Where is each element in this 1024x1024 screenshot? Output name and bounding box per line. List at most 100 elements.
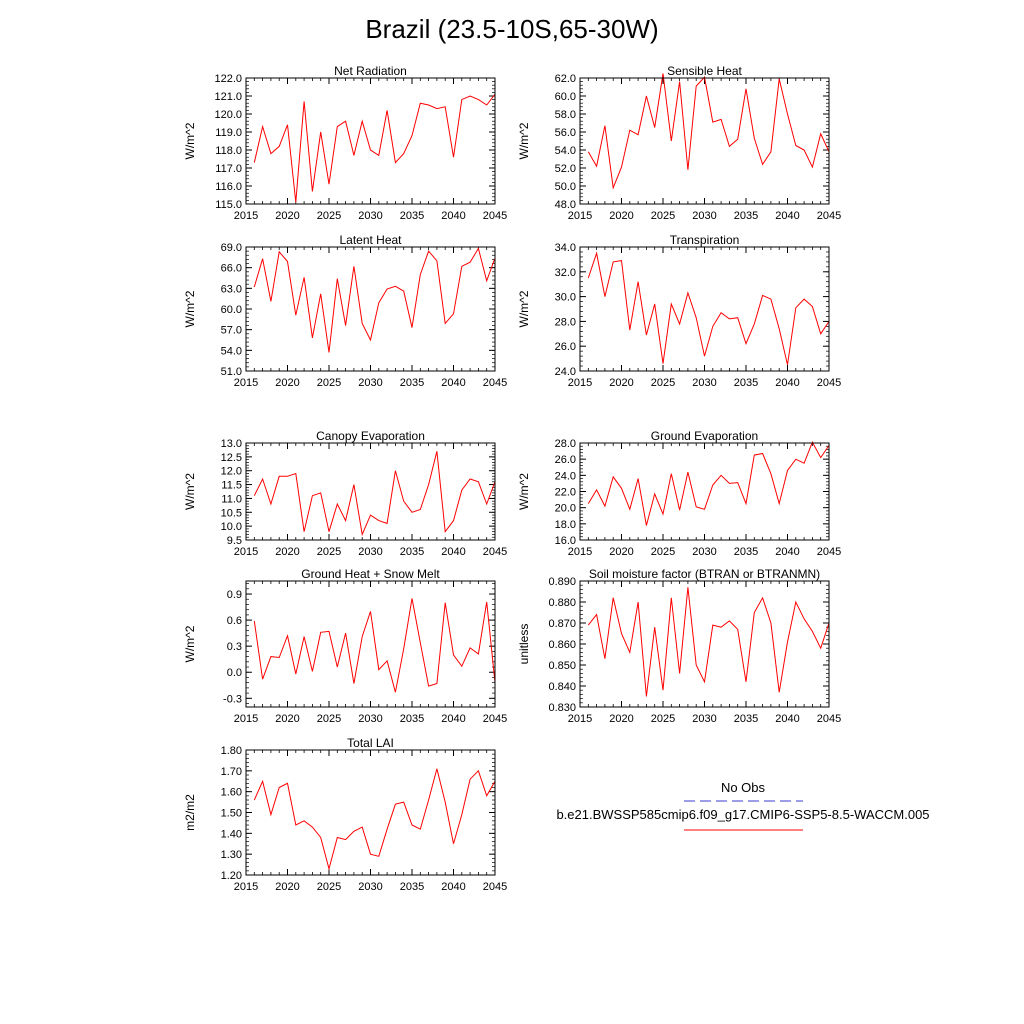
canopy-evaporation-x-tick-label: 2020 <box>275 546 299 558</box>
canopy-evaporation-plot-frame <box>245 442 496 541</box>
sensible-heat-y-tick-label: 60.0 <box>555 91 576 103</box>
latent-heat-y-tick-label: 57.0 <box>221 325 242 337</box>
transpiration-x-tick-label: 2045 <box>817 377 841 389</box>
canopy-evaporation-x-tick-label: 2025 <box>317 546 341 558</box>
sensible-heat-y-tick-label: 62.0 <box>555 73 576 85</box>
total-lai-y-tick-label: 1.80 <box>221 745 242 757</box>
ground-heat-snow-melt-x-tick-label: 2025 <box>317 713 341 725</box>
sensible-heat-x-tick-label: 2045 <box>817 210 841 222</box>
ground-heat-snow-melt-x-tick-label: 2045 <box>483 713 507 725</box>
net-radiation-panel-title: Net Radiation <box>334 64 407 78</box>
sensible-heat-y-tick-label: 50.0 <box>555 181 576 193</box>
canopy-evaporation-y-tick-label: 10.5 <box>221 507 242 519</box>
transpiration-x-tick-label: 2025 <box>651 377 675 389</box>
total-lai-panel-title: Total LAI <box>347 736 394 750</box>
total-lai-x-tick-label: 2020 <box>275 881 299 893</box>
figure-title: Brazil (23.5-10S,65-30W) <box>365 14 659 44</box>
soil-moisture-factor-btran-or-btranmn-panel-title: Soil moisture factor (BTRAN or BTRANMN) <box>589 567 820 581</box>
transpiration-y-tick-label: 28.0 <box>555 316 576 328</box>
transpiration-plot-frame <box>579 246 830 372</box>
net-radiation-y-tick-label: 122.0 <box>214 73 242 85</box>
net-radiation-y-axis-label: W/m^2 <box>183 122 197 159</box>
sensible-heat-x-tick-label: 2040 <box>775 210 799 222</box>
sensible-heat-x-tick-label: 2015 <box>568 210 592 222</box>
total-lai-y-tick-label: 1.40 <box>221 828 242 840</box>
soil-moisture-factor-btran-or-btranmn-y-tick-label: 0.890 <box>548 576 576 588</box>
transpiration-x-tick-label: 2040 <box>775 377 799 389</box>
canopy-evaporation-y-tick-label: 12.0 <box>221 466 242 478</box>
canopy-evaporation-y-tick-label: 13.0 <box>221 438 242 450</box>
soil-moisture-factor-btran-or-btranmn-y-tick-label: 0.830 <box>548 702 576 714</box>
transpiration-x-tick-label: 2015 <box>568 377 592 389</box>
total-lai-y-axis-label: m2/m2 <box>183 794 197 831</box>
net-radiation-series-line <box>253 93 496 203</box>
net-radiation-y-tick-label: 117.0 <box>215 163 242 175</box>
soil-moisture-factor-btran-or-btranmn-x-tick-label: 2035 <box>734 713 758 725</box>
sensible-heat-y-tick-label: 58.0 <box>555 109 576 121</box>
net-radiation-y-tick-label: 121.0 <box>214 91 242 103</box>
latent-heat-y-tick-label: 69.0 <box>221 242 242 254</box>
latent-heat-y-tick-label: 66.0 <box>221 263 242 275</box>
latent-heat-y-tick-label: 63.0 <box>221 283 242 295</box>
ground-evaporation-x-tick-label: 2020 <box>609 546 633 558</box>
ground-heat-snow-melt-y-axis-label: W/m^2 <box>183 625 197 662</box>
latent-heat-x-tick-label: 2030 <box>358 377 382 389</box>
ground-heat-snow-melt-x-tick-label: 2020 <box>275 713 299 725</box>
canopy-evaporation-x-tick-label: 2030 <box>358 546 382 558</box>
total-lai-series-line <box>253 768 496 871</box>
sensible-heat-plot-frame <box>579 77 830 205</box>
net-radiation-x-tick-label: 2035 <box>400 210 424 222</box>
canopy-evaporation-y-tick-label: 11.5 <box>221 480 242 492</box>
latent-heat-x-tick-label: 2025 <box>317 377 341 389</box>
soil-moisture-factor-btran-or-btranmn-plot-frame <box>579 580 830 708</box>
sensible-heat-y-tick-label: 48.0 <box>555 199 576 211</box>
net-radiation-y-tick-label: 116.0 <box>215 181 242 193</box>
net-radiation-x-tick-label: 2030 <box>358 210 382 222</box>
total-lai-x-tick-label: 2030 <box>358 881 382 893</box>
soil-moisture-factor-btran-or-btranmn-y-tick-label: 0.870 <box>548 618 576 630</box>
canopy-evaporation-x-tick-label: 2015 <box>234 546 258 558</box>
soil-moisture-factor-btran-or-btranmn-x-tick-label: 2040 <box>775 713 799 725</box>
net-radiation-x-tick-label: 2015 <box>234 210 258 222</box>
ground-heat-snow-melt-x-tick-label: 2035 <box>400 713 424 725</box>
ground-evaporation-y-tick-label: 18.0 <box>555 519 576 531</box>
canopy-evaporation-y-axis-label: W/m^2 <box>183 473 197 510</box>
canopy-evaporation-panel-title: Canopy Evaporation <box>316 429 425 443</box>
ground-evaporation-x-tick-label: 2030 <box>692 546 716 558</box>
canopy-evaporation-y-tick-label: 12.5 <box>221 452 242 464</box>
ground-evaporation-y-tick-label: 20.0 <box>555 503 576 515</box>
transpiration-y-tick-label: 26.0 <box>555 341 576 353</box>
ground-evaporation-y-tick-label: 28.0 <box>555 438 576 450</box>
transpiration-y-axis-label: W/m^2 <box>517 290 531 327</box>
transpiration-x-tick-label: 2020 <box>609 377 633 389</box>
ground-evaporation-y-tick-label: 24.0 <box>555 470 576 482</box>
net-radiation-x-tick-label: 2020 <box>275 210 299 222</box>
ground-evaporation-x-tick-label: 2040 <box>775 546 799 558</box>
ground-heat-snow-melt-y-tick-label: 0.9 <box>227 589 242 601</box>
latent-heat-x-tick-label: 2015 <box>234 377 258 389</box>
soil-moisture-factor-btran-or-btranmn-series-line <box>587 587 830 697</box>
soil-moisture-factor-btran-or-btranmn-y-tick-label: 0.850 <box>548 660 576 672</box>
sensible-heat-y-tick-label: 54.0 <box>555 145 576 157</box>
ground-heat-snow-melt-y-tick-label: 0.0 <box>227 667 242 679</box>
ground-evaporation-x-tick-label: 2015 <box>568 546 592 558</box>
total-lai-x-tick-label: 2025 <box>317 881 341 893</box>
net-radiation-x-tick-label: 2040 <box>441 210 465 222</box>
canopy-evaporation-x-tick-label: 2035 <box>400 546 424 558</box>
transpiration-y-tick-label: 24.0 <box>555 366 576 378</box>
latent-heat-y-axis-label: W/m^2 <box>183 290 197 327</box>
total-lai-y-tick-label: 1.20 <box>221 870 242 882</box>
net-radiation-y-tick-label: 115.0 <box>215 199 242 211</box>
canopy-evaporation-x-tick-label: 2045 <box>483 546 507 558</box>
ground-evaporation-x-tick-label: 2035 <box>734 546 758 558</box>
ground-heat-snow-melt-y-tick-label: 0.3 <box>227 641 242 653</box>
total-lai-x-tick-label: 2045 <box>483 881 507 893</box>
net-radiation-y-tick-label: 119.0 <box>215 127 242 139</box>
net-radiation-y-tick-label: 118.0 <box>215 145 242 157</box>
sensible-heat-panel-title: Sensible Heat <box>667 64 742 78</box>
soil-moisture-factor-btran-or-btranmn-x-tick-label: 2015 <box>568 713 592 725</box>
ground-heat-snow-melt-x-tick-label: 2030 <box>358 713 382 725</box>
net-radiation-y-tick-label: 120.0 <box>214 109 242 121</box>
ground-evaporation-x-tick-label: 2025 <box>651 546 675 558</box>
ground-heat-snow-melt-panel-title: Ground Heat + Snow Melt <box>301 567 440 581</box>
